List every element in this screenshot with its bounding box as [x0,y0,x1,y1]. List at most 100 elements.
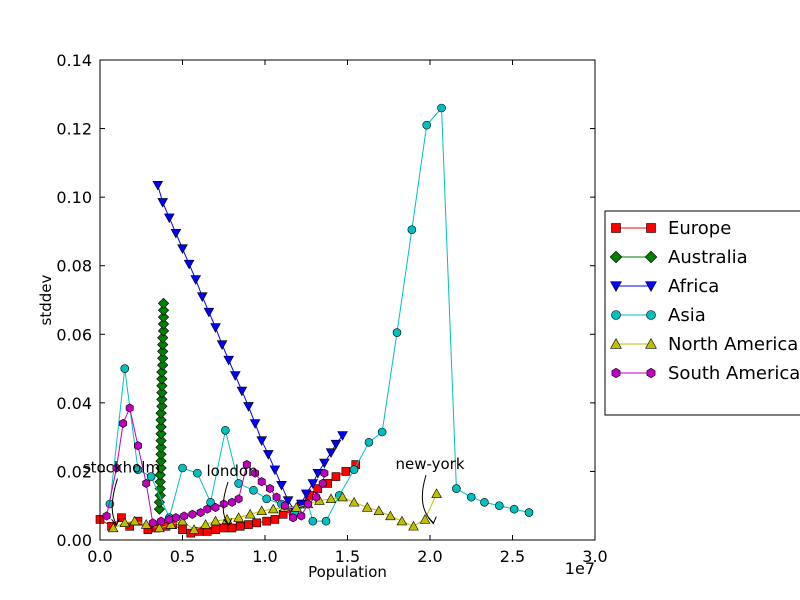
x-tick-label: 3.0 [582,547,607,566]
data-point-australia [155,448,167,460]
data-point-north-america [200,519,211,529]
data-point-australia [157,311,170,323]
legend-box [604,210,800,416]
x-tick-label: 2.5 [500,547,525,566]
data-point-australia [155,441,167,454]
legend-label: South America [668,363,800,384]
data-point-europe [341,467,351,476]
legend-marker [611,223,621,233]
data-point-asia [437,103,446,113]
data-point-south-america [320,468,329,478]
data-point-australia [156,380,168,392]
data-point-south-america [196,508,205,518]
data-point-africa [203,307,215,318]
data-point-south-america [171,513,180,523]
data-point-asia [509,504,519,514]
data-point-asia [349,465,359,475]
annotation-label: stockholm [83,459,160,477]
y-tick-label: 0.08 [56,257,92,276]
data-point-europe [178,525,187,535]
data-point-asia [524,508,534,517]
data-point-europe [211,525,220,535]
data-point-africa [170,229,182,239]
data-point-africa [262,450,274,460]
data-point-australia [157,332,169,344]
legend-entry-europe: Europe [611,218,731,239]
data-point-australia [155,462,167,474]
legend-marker [610,281,622,293]
data-point-europe [117,513,126,523]
legend-entry-australia: Australia [609,247,748,268]
legend-entry-south-america: South America [611,363,800,384]
data-point-australia [157,345,169,358]
data-point-australia [157,297,170,310]
annotation-london: london [206,462,258,527]
data-point-asia [133,465,143,475]
data-point-north-america [291,502,302,512]
annotation-arrow [222,481,230,525]
data-point-south-america [203,504,212,514]
data-point-asia [178,463,187,473]
data-point-south-america [228,497,236,507]
data-point-asia [120,364,130,373]
data-point-asia [146,472,156,481]
legend-label: Africa [668,276,719,297]
data-point-australia [156,400,168,412]
data-point-africa [223,355,235,366]
data-point-europe [235,521,245,531]
data-point-australia [156,386,168,399]
data-point-australia [156,366,168,378]
data-point-australia [153,496,166,508]
data-point-africa [163,213,175,224]
data-point-south-america [125,403,134,413]
data-point-north-america [385,510,396,521]
data-point-north-america [210,515,221,526]
x-tick-label: 2.0 [417,547,442,566]
data-point-australia [157,359,169,371]
data-point-australia [155,428,167,440]
data-point-north-america [107,522,119,533]
data-point-south-america [303,499,312,509]
data-point-africa [319,458,330,469]
data-point-south-america [234,494,243,504]
data-point-africa [183,259,195,270]
legend-marker [609,250,623,264]
legend-entry-asia: Asia [611,305,706,326]
data-point-africa [300,489,312,500]
data-point-africa [157,198,169,208]
legend-marker [646,310,656,320]
data-point-south-america [180,511,189,521]
legend-marker [645,337,657,349]
x-axis-offset-label: 1e7 [565,559,595,578]
data-point-asia [193,468,202,478]
data-point-africa [307,479,319,489]
annotation-stockholm: stockholm [83,459,160,527]
legend-marker [646,367,656,379]
data-point-australia [157,304,170,316]
data-point-south-america [318,478,327,488]
data-point-africa [337,431,348,441]
data-point-europe [252,518,262,528]
data-point-australia [156,373,168,385]
data-point-asia [422,120,432,130]
legend-marker [646,223,656,233]
y-tick-label: 0.02 [56,462,92,481]
legend-marker [645,281,657,293]
annotation-arrowhead [223,518,233,527]
data-point-north-america [408,520,419,531]
data-point-north-america [165,519,177,529]
data-point-north-america [373,505,385,515]
data-point-asia [494,501,504,511]
data-point-africa [216,340,228,350]
data-point-australia [155,414,167,426]
data-point-north-america [244,508,256,519]
data-point-africa [243,402,254,412]
x-tick-label: 0.5 [170,547,195,566]
data-point-africa [269,465,281,476]
data-point-south-america [165,514,174,524]
data-point-south-america [242,460,251,470]
y-tick-label: 0.14 [56,51,92,70]
data-point-africa [152,181,164,191]
data-point-south-america [148,518,157,528]
data-point-australia [155,434,167,447]
